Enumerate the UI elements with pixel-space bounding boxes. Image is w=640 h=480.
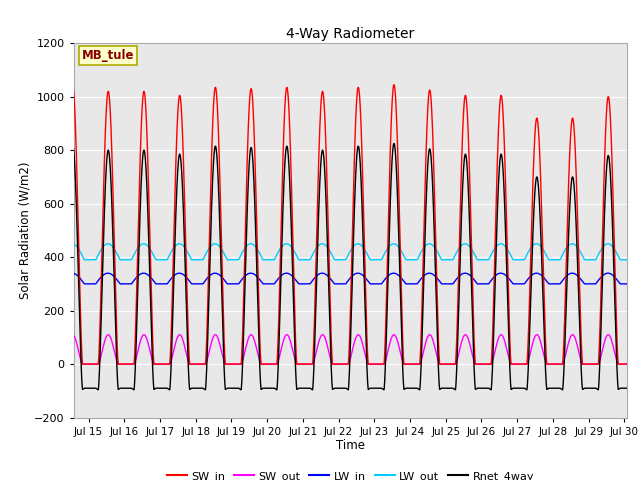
Y-axis label: Solar Radiation (W/m2): Solar Radiation (W/m2) (19, 162, 31, 299)
X-axis label: Time: Time (336, 439, 365, 453)
Legend: SW_in, SW_out, LW_in, LW_out, Rnet_4way: SW_in, SW_out, LW_in, LW_out, Rnet_4way (162, 466, 539, 480)
Text: MB_tule: MB_tule (82, 49, 134, 62)
Title: 4-Way Radiometer: 4-Way Radiometer (286, 27, 415, 41)
